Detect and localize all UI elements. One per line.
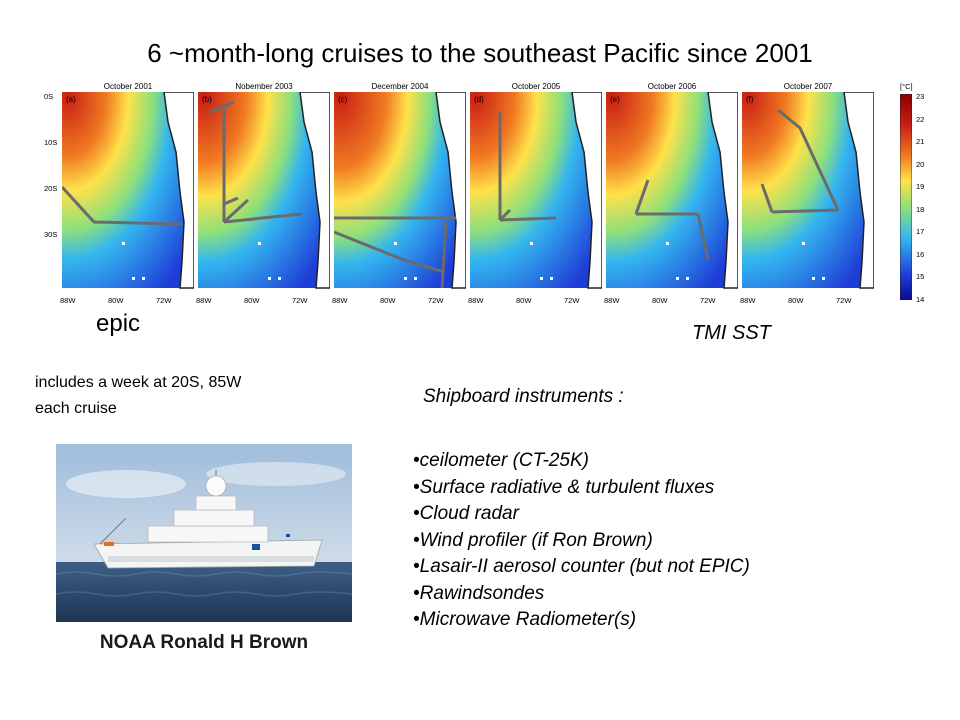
- panel-date: Nobember 2003: [235, 82, 293, 91]
- sst-map-panel: December 2004 (c) 88W 80W 72W: [332, 78, 466, 310]
- ship-photo-caption: NOAA Ronald H Brown: [100, 632, 308, 653]
- lon-tick-label: 88W: [468, 296, 484, 305]
- instruments-heading: Shipboard instruments :: [423, 386, 624, 407]
- coastline: [163, 92, 194, 289]
- lon-tick-label: 72W: [564, 296, 580, 305]
- sst-map-panel: October 2005 (d) 88W 80W 72W: [468, 78, 602, 310]
- lon-tick-label: 72W: [292, 296, 308, 305]
- colorbar-tick-label: 17: [916, 227, 925, 236]
- slide-title: 6 ~month-long cruises to the southeast P…: [147, 38, 813, 68]
- cruise-track: [634, 179, 650, 215]
- colorbar-tick-label: 16: [916, 249, 925, 259]
- colorbar-tick-label: 18: [916, 204, 925, 214]
- coastline: [707, 92, 738, 289]
- instrument-item: •Wind profiler (if Ron Brown): [413, 529, 653, 551]
- cruise-note: includes a week at 20S, 85W each cruise: [35, 370, 241, 422]
- coastline: [299, 92, 330, 289]
- cruise-track: [62, 185, 183, 226]
- lon-tick-label: 80W: [244, 296, 260, 305]
- panel-date: October 2005: [511, 82, 561, 91]
- instrument-item: •Rawindsondes: [413, 582, 545, 604]
- lon-tick-label: 88W: [604, 296, 620, 305]
- sst-map-image: (a): [62, 92, 194, 289]
- cruise-track: [223, 212, 303, 224]
- cruise-note-line2: each cruise: [35, 400, 117, 417]
- lon-tick-label: 80W: [788, 296, 804, 305]
- lon-tick-label: 80W: [380, 296, 396, 305]
- cruise-track: [334, 230, 445, 274]
- lat-tick-label: 30S: [44, 230, 58, 239]
- instruments-list: •ceilometer (CT-25K) •Surface radiative …: [413, 450, 750, 636]
- ship-photo: NOAA Ronald H Brown: [55, 444, 353, 666]
- instrument-item: •Cloud radar: [413, 503, 519, 524]
- colorbar-tick-label: 21: [916, 137, 925, 146]
- sst-map-panel: October 2006 (e) 88W 80W 72W: [604, 78, 738, 310]
- cruise-track: [223, 196, 239, 206]
- cruise-track: [440, 221, 448, 289]
- epic-label: epic: [96, 310, 141, 337]
- tmi-sst-label: TMI SST: [692, 322, 771, 344]
- sst-map-image: (e): [606, 92, 738, 289]
- instrument-item: •Surface radiative & turbulent fluxes: [413, 476, 715, 498]
- lat-tick-label: 0S: [44, 92, 54, 101]
- panel-date: October 2007: [783, 82, 833, 91]
- sst-map-panel: October 2001 (a) 88W 80W 72W 0S 10S 20S 30S: [44, 78, 194, 310]
- colorbar-tick-label: 23: [916, 92, 925, 101]
- lon-tick-label: 72W: [836, 296, 852, 305]
- cruise-track: [498, 208, 512, 222]
- lon-tick-label: 72W: [428, 296, 444, 305]
- panel-label: (a): [66, 95, 76, 104]
- instrument-item: •ceilometer (CT-25K): [413, 450, 589, 471]
- cruise-track: [760, 183, 774, 213]
- sst-map-image: (b): [198, 92, 330, 289]
- lat-tick-label: 10S: [44, 138, 58, 147]
- panel-label: (b): [202, 95, 212, 104]
- sst-map-image: (c): [334, 92, 466, 289]
- lon-tick-label: 88W: [332, 296, 348, 305]
- panel-label: (e): [610, 95, 620, 104]
- colorbar-unit: [°C]: [900, 82, 913, 91]
- lon-tick-label: 80W: [516, 296, 532, 305]
- lat-tick-label: 20S: [44, 184, 58, 193]
- lon-tick-label: 88W: [60, 296, 76, 305]
- instrument-item: •Microwave Radiometer(s): [413, 609, 637, 630]
- lon-tick-label: 88W: [196, 296, 212, 305]
- panel-date: October 2001: [103, 82, 153, 91]
- colorbar-tick-label: 19: [916, 182, 925, 191]
- ship-photo-image: NOAA Ronald H Brown: [55, 444, 353, 666]
- colorbar-tick-label: 22: [916, 114, 925, 124]
- colorbar-scale: [900, 94, 912, 300]
- sst-map-image: (d): [470, 92, 602, 289]
- panel-date: December 2004: [371, 82, 429, 91]
- cruise-track: [696, 213, 710, 261]
- coastline: [435, 92, 466, 289]
- lon-tick-label: 88W: [740, 296, 756, 305]
- coastline: [843, 92, 874, 289]
- panel-date: October 2006: [647, 82, 697, 91]
- sst-map-image: (f): [742, 92, 874, 289]
- colorbar-tick-label: 14: [916, 294, 925, 304]
- cruise-track: [771, 208, 839, 214]
- sst-map-panel: October 2007 (f) 88W 80W 72W: [740, 78, 874, 310]
- cruise-track: [222, 198, 250, 224]
- colorbar-tick-label: 20: [916, 159, 925, 169]
- instrument-item: •Lasair-II aerosol counter (but not EPIC…: [413, 556, 750, 577]
- lon-tick-label: 72W: [156, 296, 172, 305]
- cruise-note-line1: includes a week at 20S, 85W: [35, 374, 242, 391]
- lon-tick-label: 80W: [652, 296, 668, 305]
- sst-map-strip: October 2001 (a) 88W 80W 72W 0S 10S 20S 30S Nobem…: [44, 78, 934, 310]
- panel-label: (f): [746, 95, 754, 104]
- lon-tick-label: 80W: [108, 296, 124, 305]
- lon-tick-label: 72W: [700, 296, 716, 305]
- cruise-track: [209, 100, 235, 114]
- cruise-track: [777, 108, 840, 211]
- sst-map-panel: Nobember 2003 (b) 88W 80W 72W: [196, 78, 330, 310]
- cruise-track: [499, 216, 557, 222]
- coastline: [571, 92, 602, 289]
- panel-label: (c): [338, 95, 348, 104]
- colorbar-tick-label: 15: [916, 272, 925, 281]
- panel-label: (d): [474, 95, 484, 104]
